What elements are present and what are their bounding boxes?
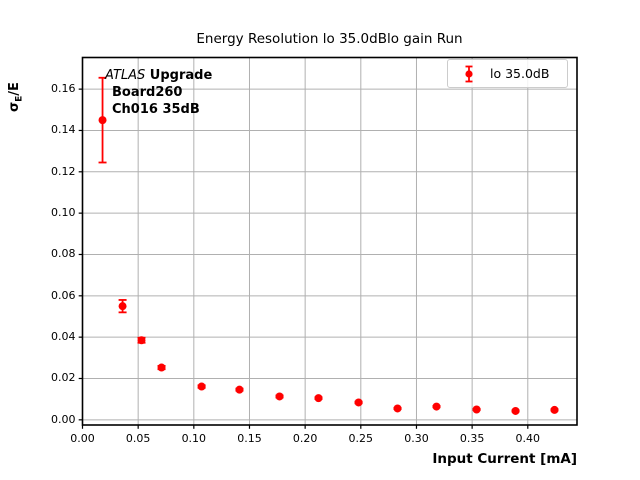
chart-title: Energy Resolution lo 35.0dBlo gain Run [196,31,463,47]
data-point [98,116,107,125]
y-tick-label: 0.12 [51,164,76,178]
y-tick-label: 0.00 [51,412,76,426]
data-point [314,394,323,403]
y-axis-label-rest: /E [7,82,22,96]
y-tick-label: 0.08 [51,247,76,261]
data-point [432,402,441,411]
y-tick-label: 0.06 [51,288,76,302]
annotation-upgrade: Upgrade [145,68,213,83]
data-point [354,398,363,407]
x-tick-label: 0.10 [181,432,207,445]
x-axis-label: Input Current [mA] [432,451,577,467]
annotation-line-1: ATLAS Upgrade [105,68,212,84]
x-tick-label: 0.15 [237,432,262,445]
x-tick-label: 0.25 [348,432,374,445]
y-tick-label: 0.16 [51,82,76,96]
x-tick-label: 0.20 [292,432,318,445]
legend-label: lo 35.0dB [490,66,550,81]
y-axis-label-sub: E [14,95,25,102]
data-point [550,405,559,414]
x-tick-label: 0.40 [515,432,541,445]
data-point [235,385,244,394]
x-tick-label: 0.35 [459,432,485,445]
data-point [197,382,206,391]
data-point [472,405,481,414]
annotation-line-2: Board260 [112,85,183,100]
x-tick-label: 0.30 [404,432,429,445]
data-point [275,392,284,401]
y-tick-label: 0.10 [51,206,76,220]
x-tick-label: 0.05 [125,432,151,445]
annotation-atlas: ATLAS [105,68,146,83]
x-tick-label: 0.00 [70,432,95,445]
y-axis-label: σE/E [7,82,25,112]
legend: lo 35.0dB [447,59,568,88]
axes-frame [81,56,578,426]
y-tick-label: 0.04 [51,330,76,344]
data-point [393,404,402,413]
y-axis-label-sigma: σ [7,101,22,112]
y-tick-label: 0.14 [51,123,76,137]
data-point [137,336,146,345]
data-point [157,363,166,372]
data-point [511,406,520,415]
data-point [118,302,127,311]
legend-errorbar-icon [465,65,473,82]
y-tick-label: 0.02 [51,371,76,385]
annotation-line-3: Ch016 35dB [112,102,200,117]
